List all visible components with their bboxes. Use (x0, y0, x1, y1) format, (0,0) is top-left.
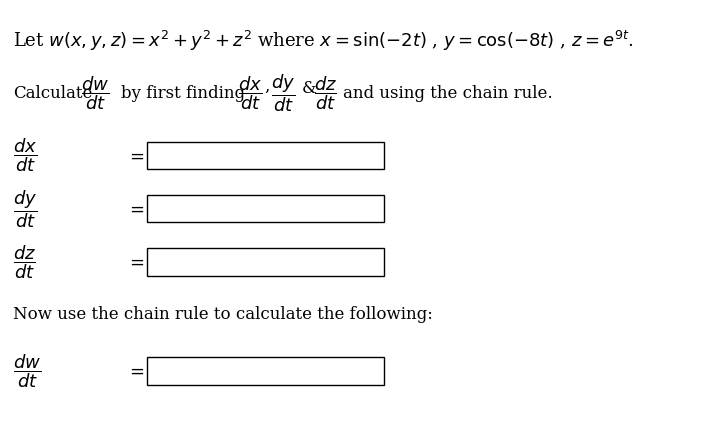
Text: &: & (302, 80, 317, 97)
Text: $=$: $=$ (126, 200, 144, 218)
Text: $=$: $=$ (126, 362, 144, 380)
Text: $\dfrac{dw}{dt}$: $\dfrac{dw}{dt}$ (81, 75, 109, 112)
Text: $\dfrac{dz}{dt}$: $\dfrac{dz}{dt}$ (13, 243, 36, 281)
FancyBboxPatch shape (147, 142, 384, 169)
Text: by first finding: by first finding (121, 85, 245, 102)
Text: $\dfrac{dz}{dt}$: $\dfrac{dz}{dt}$ (314, 75, 337, 112)
FancyBboxPatch shape (147, 248, 384, 276)
Text: Calculate: Calculate (13, 85, 93, 102)
Text: $=$: $=$ (126, 253, 144, 271)
Text: ,: , (264, 78, 269, 95)
Text: Now use the chain rule to calculate the following:: Now use the chain rule to calculate the … (13, 306, 433, 323)
FancyBboxPatch shape (147, 195, 384, 222)
Text: $\dfrac{dy}{dt}$: $\dfrac{dy}{dt}$ (271, 72, 296, 114)
Text: $\dfrac{dx}{dt}$: $\dfrac{dx}{dt}$ (13, 137, 37, 174)
Text: $\dfrac{dy}{dt}$: $\dfrac{dy}{dt}$ (13, 188, 37, 230)
Text: and using the chain rule.: and using the chain rule. (343, 85, 553, 102)
Text: Let $w(x, y, z) = x^2 + y^2 + z^2$ where $x = \sin(-2t)$ , $y = \cos(-8t)$ , $z : Let $w(x, y, z) = x^2 + y^2 + z^2$ where… (13, 29, 634, 53)
FancyBboxPatch shape (147, 357, 384, 385)
Text: $\dfrac{dx}{dt}$: $\dfrac{dx}{dt}$ (238, 75, 263, 112)
Text: $=$: $=$ (126, 147, 144, 164)
Text: $\dfrac{dw}{dt}$: $\dfrac{dw}{dt}$ (13, 352, 41, 389)
